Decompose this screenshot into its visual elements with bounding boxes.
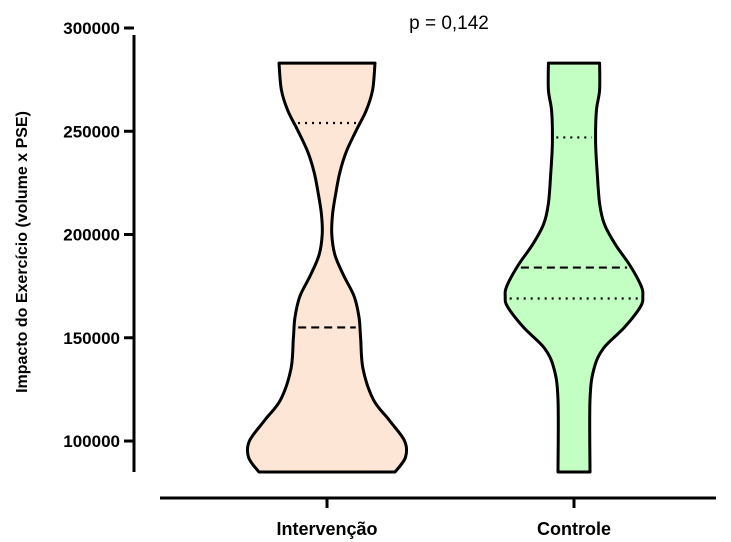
x-tick-label: Controle (537, 519, 611, 539)
violin-body (245, 61, 409, 474)
p-value-annotation: p = 0,142 (409, 13, 489, 34)
x-axis: Intervenção Controle (160, 496, 716, 539)
y-tick-label: 200000 (63, 226, 120, 245)
y-tick-label: 300000 (63, 19, 120, 38)
y-tick-label: 150000 (63, 329, 120, 348)
y-tick-label: 250000 (63, 122, 120, 141)
violins (245, 61, 645, 474)
y-axis-label: Impacto do Exercício (volume x PSE) (14, 111, 31, 393)
x-tick-label: Intervenção (276, 519, 377, 539)
y-tick-label: 100000 (63, 432, 120, 451)
y-axis: 100000 150000 200000 250000 300000 (63, 19, 136, 472)
